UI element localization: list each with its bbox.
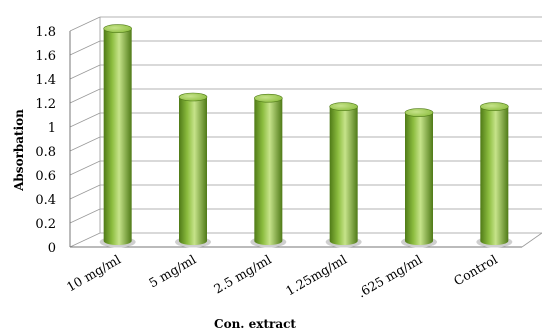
y-tick-label: 1.2 bbox=[35, 97, 56, 112]
x-tick-label: .625 mg/ml bbox=[355, 252, 425, 301]
x-tick-label: 10 mg/ml bbox=[64, 252, 123, 295]
bar-cap bbox=[480, 102, 509, 111]
bar-body bbox=[103, 28, 132, 245]
y-tick-label: 1.4 bbox=[35, 73, 56, 88]
y-tick-label: 1.6 bbox=[35, 49, 56, 64]
gridline bbox=[69, 112, 101, 128]
bar-body bbox=[329, 106, 358, 245]
x-axis-ticks: 10 mg/ml 5 mg/ml 2.5 mg/ml 1.25mg/ml .625 mg… bbox=[64, 252, 500, 301]
gridline bbox=[69, 184, 101, 200]
y-tick-label: 0.8 bbox=[35, 145, 56, 160]
x-axis-title: Con. extract bbox=[214, 317, 296, 331]
gridline bbox=[69, 40, 101, 56]
bar-cap bbox=[178, 92, 208, 102]
bar bbox=[325, 102, 362, 248]
bar-cap bbox=[404, 108, 434, 117]
gridline bbox=[69, 160, 101, 176]
bar-body bbox=[179, 97, 207, 245]
bar-cap bbox=[329, 102, 358, 111]
x-tick-label: 2.5 mg/ml bbox=[211, 252, 274, 297]
y-axis-title: Absorbation bbox=[12, 109, 26, 192]
bar-body bbox=[254, 98, 283, 245]
y-tick-label: 0.2 bbox=[35, 217, 56, 232]
x-tick-label: Control bbox=[451, 252, 500, 289]
bar-cap bbox=[103, 24, 132, 33]
bar bbox=[250, 93, 287, 248]
bar bbox=[476, 102, 513, 248]
chart-gridlines bbox=[69, 16, 542, 248]
x-tick-label: 1.25mg/ml bbox=[283, 252, 349, 299]
bar bbox=[401, 108, 437, 248]
gridline bbox=[69, 208, 101, 224]
gridline bbox=[69, 16, 101, 32]
gridline bbox=[69, 88, 101, 104]
x-tick-label: 5 mg/ml bbox=[146, 252, 198, 291]
bar bbox=[175, 92, 211, 248]
gridline bbox=[69, 232, 101, 248]
bar-cap bbox=[254, 93, 283, 103]
bar-body bbox=[405, 112, 433, 245]
bar-series bbox=[99, 24, 513, 248]
y-tick-label: 0.6 bbox=[35, 169, 56, 184]
y-tick-label: 1.8 bbox=[35, 25, 56, 40]
y-tick-label: 0 bbox=[48, 241, 56, 256]
y-tick-label: 1 bbox=[48, 121, 56, 136]
gridline bbox=[69, 64, 101, 80]
gridline bbox=[69, 136, 101, 152]
floor-edge bbox=[521, 232, 542, 248]
y-tick-label: 0.4 bbox=[35, 193, 56, 208]
bar bbox=[99, 24, 136, 248]
bar-body bbox=[480, 106, 509, 245]
y-axis-ticks: 0 0.2 0.4 0.6 0.8 1 1.2 1.4 1.6 1.8 bbox=[35, 25, 56, 256]
